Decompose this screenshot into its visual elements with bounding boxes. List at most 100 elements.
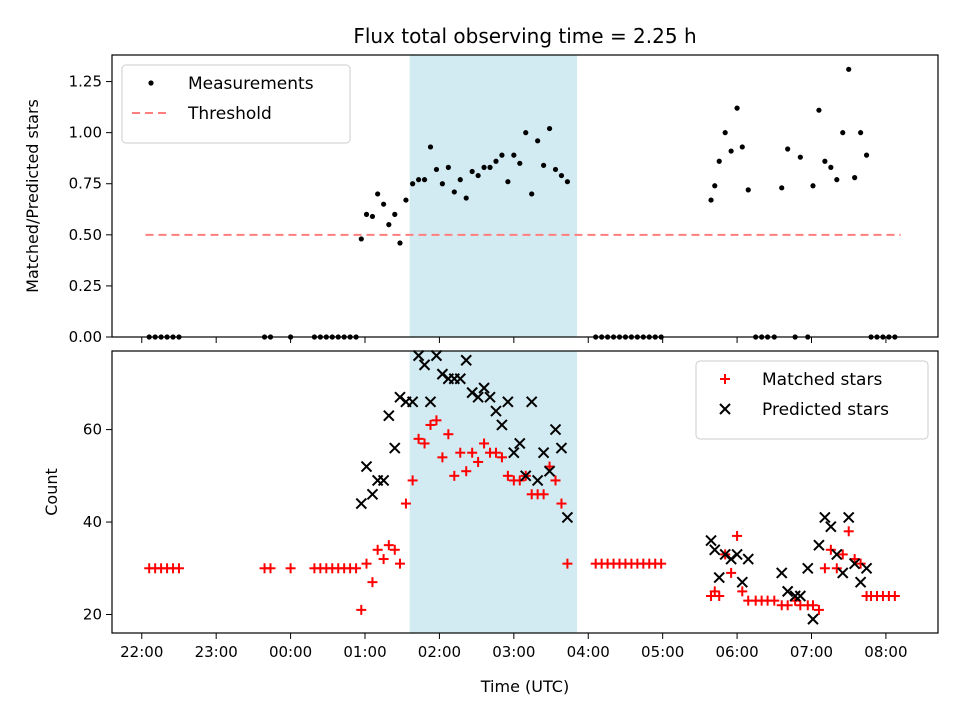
data-point xyxy=(439,181,445,187)
data-point xyxy=(837,567,849,579)
data-point xyxy=(813,604,824,615)
data-point xyxy=(825,520,837,533)
legend-swatch xyxy=(720,374,730,384)
data-point xyxy=(742,553,754,565)
data-point xyxy=(802,562,814,574)
data-point xyxy=(397,240,403,246)
data-point xyxy=(549,423,562,436)
data-point xyxy=(383,410,395,422)
data-point xyxy=(386,222,392,228)
data-point xyxy=(825,544,836,555)
plot-frame xyxy=(111,54,939,338)
data-point xyxy=(400,498,411,509)
data-point xyxy=(816,107,822,113)
data-point xyxy=(505,179,511,185)
data-point xyxy=(463,195,469,201)
x-tick-label: 06:00 xyxy=(715,643,758,661)
data-point xyxy=(502,396,514,408)
data-point xyxy=(351,563,362,574)
data-point xyxy=(455,447,466,458)
data-point xyxy=(552,166,559,173)
bottom-panel: 20 40 60 22:00 23:00 00:00 01:00 02:00 03:00 04:0… xyxy=(42,349,939,661)
data-point xyxy=(392,211,398,217)
x-tick-label: 07:00 xyxy=(790,643,833,661)
data-point xyxy=(475,172,481,179)
data-point xyxy=(418,359,431,371)
data-point xyxy=(433,166,440,173)
data-point xyxy=(356,604,367,615)
data-point xyxy=(394,558,405,569)
data-point xyxy=(831,563,842,574)
data-point xyxy=(413,433,424,444)
data-point xyxy=(813,539,825,551)
plot-frame xyxy=(111,350,939,634)
data-point xyxy=(734,105,740,111)
data-point xyxy=(716,158,722,164)
data-point xyxy=(406,396,419,408)
data-point xyxy=(550,475,561,486)
y-tick-label: 60 xyxy=(83,421,102,439)
data-point xyxy=(360,460,373,473)
data-point xyxy=(358,236,364,242)
data-point xyxy=(449,470,460,481)
data-point xyxy=(561,511,574,524)
y-tick-label: 20 xyxy=(83,606,102,624)
data-point xyxy=(381,201,387,207)
data-point xyxy=(372,544,383,555)
data-point xyxy=(543,465,556,477)
data-point xyxy=(739,144,745,150)
data-point xyxy=(728,148,734,154)
x-tick-label: 22:00 xyxy=(120,643,163,661)
data-point xyxy=(656,558,667,569)
data-point xyxy=(709,544,721,556)
chart-title: Flux total observing time = 2.25 h xyxy=(353,24,696,48)
y-tick-label: 1.00 xyxy=(69,124,102,142)
data-point xyxy=(546,125,553,132)
data-point xyxy=(490,405,502,417)
data-point xyxy=(852,175,858,181)
data-point xyxy=(822,158,828,164)
data-point xyxy=(430,349,443,362)
data-point xyxy=(383,540,394,551)
data-point xyxy=(431,415,442,426)
legend-swatch xyxy=(148,80,154,86)
data-point xyxy=(443,429,454,440)
data-point xyxy=(369,213,376,220)
data-point xyxy=(714,591,725,602)
x-tick-label: 01:00 xyxy=(343,643,386,661)
data-point xyxy=(731,548,743,561)
data-point xyxy=(831,548,843,561)
data-point xyxy=(737,586,748,597)
data-point xyxy=(745,187,751,193)
data-point xyxy=(562,558,573,569)
top-panel: 0.00 0.25 0.50 0.75 1.00 1.25 Matched/Predicte… xyxy=(23,54,939,346)
data-point xyxy=(403,197,409,203)
x-tick-label: 02:00 xyxy=(418,643,461,661)
y-tick-label: 0.25 xyxy=(69,277,102,295)
data-point xyxy=(564,179,571,185)
data-point xyxy=(781,585,794,598)
data-point xyxy=(840,130,846,136)
data-point xyxy=(467,447,478,458)
data-point xyxy=(555,442,568,454)
observing-span xyxy=(409,351,578,633)
data-point xyxy=(854,576,867,588)
data-point xyxy=(378,554,389,565)
data-point xyxy=(493,158,499,164)
series-measurements xyxy=(146,66,898,340)
data-point xyxy=(424,396,437,408)
data-point xyxy=(834,177,840,183)
data-point xyxy=(807,613,819,625)
data-point xyxy=(807,600,818,611)
data-point xyxy=(487,164,493,170)
data-point xyxy=(508,446,520,459)
y-tick-label: 0.75 xyxy=(69,175,102,193)
data-point xyxy=(789,590,801,602)
data-point xyxy=(445,164,451,170)
data-point xyxy=(797,154,803,160)
data-point xyxy=(421,177,428,183)
legend: Measurements Threshold xyxy=(121,64,351,144)
data-point xyxy=(860,562,873,574)
data-point xyxy=(819,511,831,524)
